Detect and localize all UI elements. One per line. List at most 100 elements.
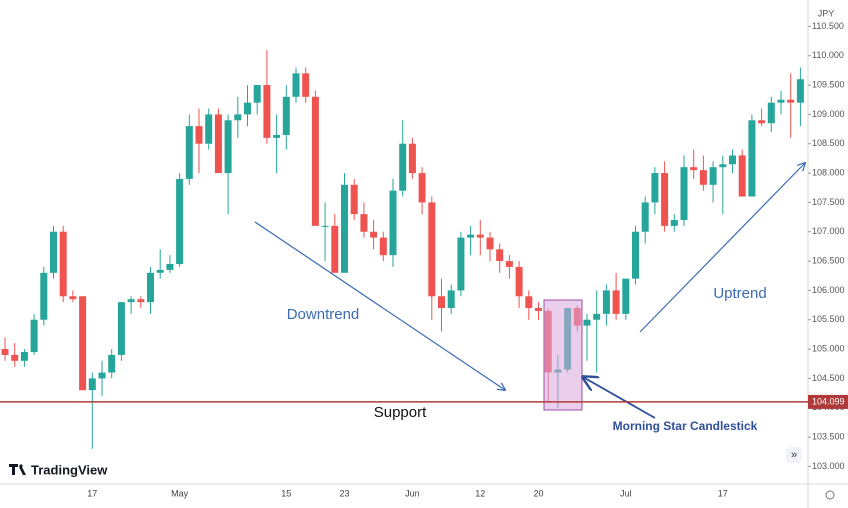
x-tick-label: Jul	[620, 488, 632, 498]
candle-body	[438, 296, 445, 308]
x-tick-label: 17	[718, 488, 728, 498]
candle-body	[418, 173, 426, 203]
x-tick-label: 12	[475, 488, 485, 498]
y-tick-label: 104.500	[812, 373, 845, 383]
candle-body	[20, 352, 28, 361]
x-tick-label: 17	[87, 488, 97, 498]
pattern-highlight	[543, 299, 583, 411]
pattern-label: Morning Star Candlestick	[613, 419, 758, 433]
candle-body	[796, 79, 804, 103]
y-tick-label: 109.500	[812, 79, 845, 89]
y-tick-label: 110.000	[812, 50, 844, 60]
candle-body	[632, 231, 639, 279]
candle-body	[360, 214, 368, 232]
candle-body	[147, 272, 154, 303]
downtrend-label: Downtrend	[287, 306, 360, 323]
candle-body	[583, 319, 591, 326]
candle-body	[292, 73, 300, 97]
x-tick-label: 15	[281, 488, 291, 498]
candle-body	[515, 266, 523, 297]
candle-body	[69, 296, 77, 300]
candle-body	[273, 134, 281, 138]
candle-body	[234, 114, 242, 121]
candle-body	[525, 296, 533, 308]
currency-label: JPY	[818, 8, 835, 18]
uptrend-label: Uptrend	[713, 285, 766, 302]
candle-body	[738, 155, 746, 197]
candle-body	[680, 167, 688, 220]
candle-body	[661, 173, 669, 226]
x-tick-label: 23	[339, 488, 349, 498]
candle-body	[719, 164, 727, 168]
candle-body	[641, 202, 649, 232]
candle-body	[350, 184, 358, 215]
candle-body	[612, 290, 620, 314]
candle-body	[602, 290, 610, 314]
candle-body	[428, 202, 436, 297]
candle-body	[748, 120, 756, 197]
candle-body	[408, 143, 416, 174]
candle-body	[50, 231, 57, 273]
plot-area	[1, 49, 804, 449]
y-tick-label: 106.500	[812, 255, 845, 265]
candle-body	[195, 126, 203, 144]
candle-body	[166, 264, 174, 270]
candle-body	[535, 308, 542, 311]
candle-body	[670, 220, 678, 226]
scroll-button-label[interactable]: »	[791, 449, 797, 461]
candle-body	[486, 237, 494, 250]
candle-body	[321, 225, 329, 227]
candle-body	[690, 167, 698, 171]
y-tick-label: 103.000	[812, 461, 845, 471]
x-tick-label: Jun	[405, 488, 420, 498]
candle-body	[214, 114, 222, 174]
candle-body	[370, 231, 378, 238]
y-tick-label: 105.500	[812, 314, 845, 324]
candle-body	[729, 155, 736, 165]
candle-body	[117, 302, 125, 355]
candle-body	[176, 178, 184, 264]
y-tick-label: 107.000	[812, 226, 845, 236]
candle-body	[699, 170, 707, 185]
support-price-label: 104.099	[812, 396, 845, 406]
candle-body	[311, 96, 319, 226]
y-tick-label: 110.500	[812, 21, 844, 31]
candle-body	[476, 234, 484, 238]
y-tick-label: 108.000	[812, 167, 845, 177]
candle-body	[331, 225, 339, 273]
candle-body	[98, 372, 106, 379]
candle-body	[787, 99, 795, 103]
scroll-button[interactable]	[786, 447, 802, 463]
candle-body	[622, 278, 630, 314]
candle-body	[108, 354, 116, 373]
y-tick-label: 105.000	[812, 343, 845, 353]
candle-body	[399, 143, 407, 191]
candle-body	[253, 85, 261, 103]
candle-body	[505, 261, 513, 267]
y-tick-label: 106.000	[812, 285, 845, 295]
candle-body	[156, 269, 164, 273]
candle-body	[1, 349, 9, 355]
candle-body	[40, 272, 48, 320]
candle-body	[79, 296, 87, 391]
y-tick-label: 103.500	[812, 431, 845, 441]
brand-logo: TradingView	[9, 462, 108, 477]
candle-body	[282, 96, 290, 135]
candle-body	[467, 234, 475, 238]
support-label: Support	[374, 404, 427, 421]
candle-body	[59, 231, 67, 297]
candle-body	[447, 290, 455, 308]
candle-body	[341, 184, 348, 273]
candle-body	[30, 319, 38, 352]
candle-body	[205, 114, 213, 144]
x-tick-label: May	[171, 488, 189, 498]
y-tick-label: 109.000	[812, 109, 845, 119]
candle-body	[11, 354, 19, 361]
candle-body	[709, 167, 717, 185]
candle-body	[593, 313, 601, 320]
candle-body	[224, 120, 232, 174]
y-tick-label: 107.500	[812, 197, 845, 207]
support-price-tag	[808, 394, 848, 409]
settings-icon[interactable]	[825, 490, 835, 500]
